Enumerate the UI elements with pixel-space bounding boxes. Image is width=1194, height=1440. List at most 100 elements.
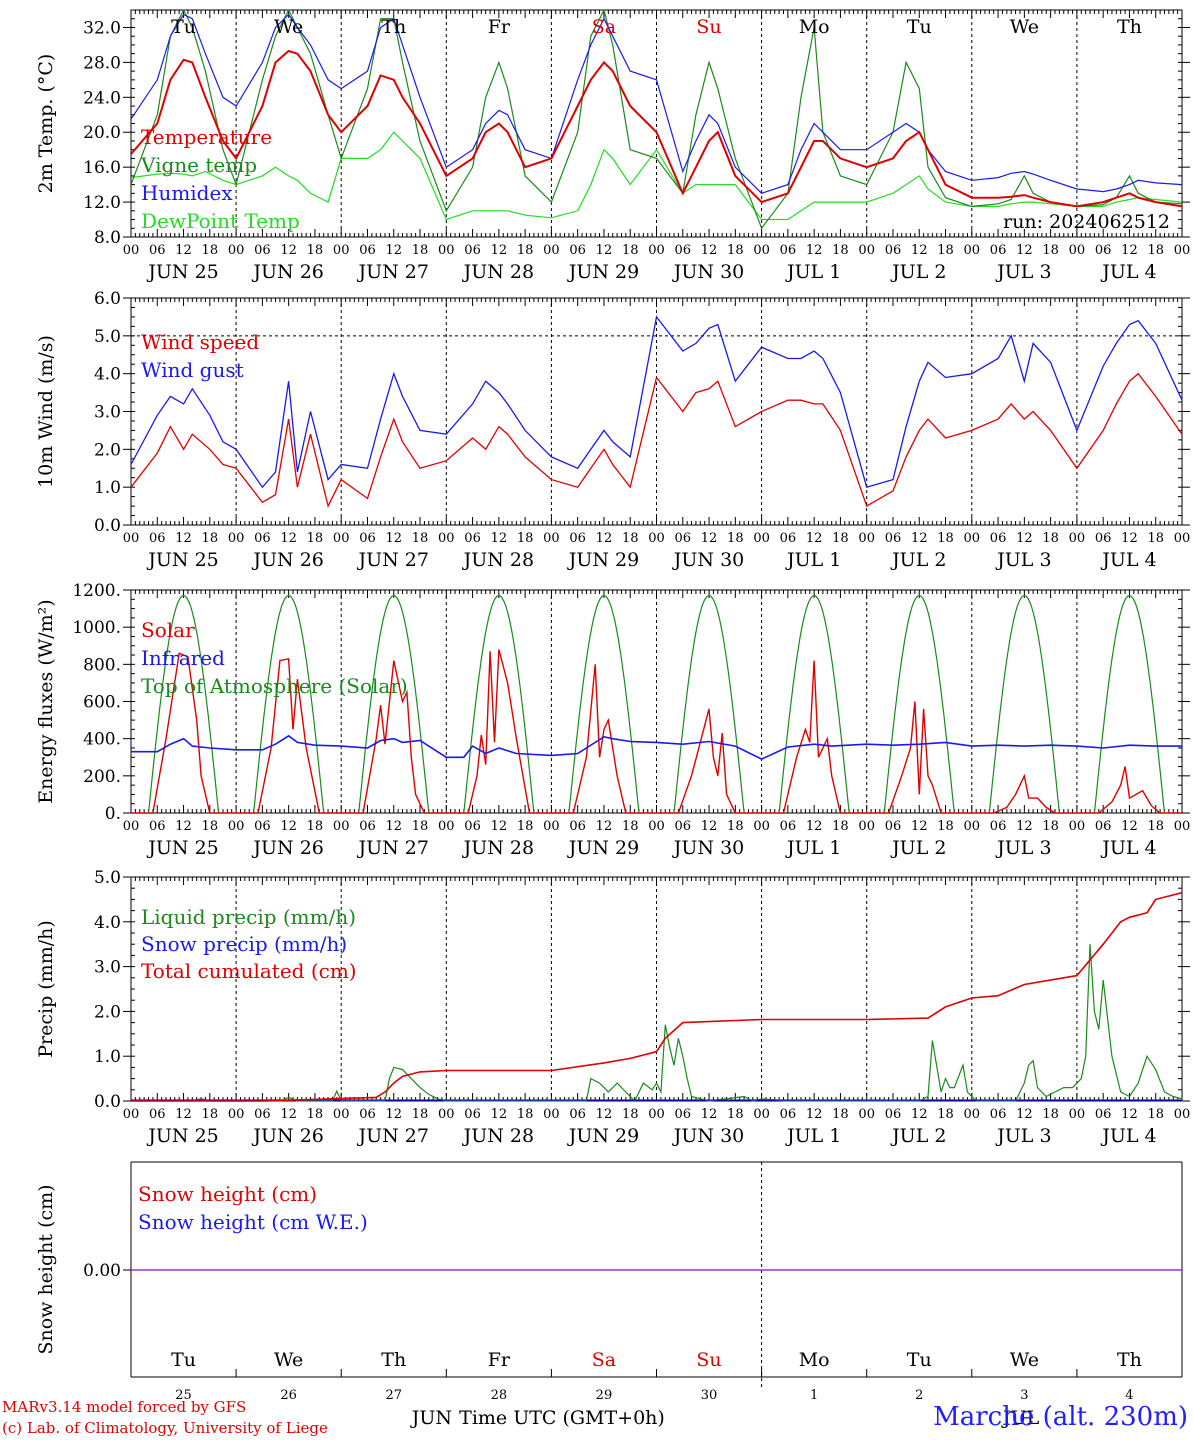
- date-label: JUL 2: [890, 261, 946, 283]
- hour-tick-label: 12: [806, 1107, 823, 1122]
- hour-tick-label: 06: [254, 243, 271, 258]
- hour-tick-label: 06: [149, 1107, 166, 1122]
- hour-tick-label: 00: [648, 819, 665, 834]
- date-label: JUL 3: [995, 1125, 1051, 1147]
- date-label: JUN 29: [567, 837, 639, 859]
- hour-tick-label: 06: [675, 243, 692, 258]
- date-label: JUN 27: [357, 837, 429, 859]
- y-tick-label: 1000.: [72, 618, 121, 638]
- date-label: JUN 27: [357, 549, 429, 571]
- y-tick-label: 400.: [83, 730, 121, 750]
- hour-tick-label: 12: [280, 819, 297, 834]
- hour-tick-label: 06: [569, 1107, 586, 1122]
- legend-solar: Solar: [141, 618, 195, 642]
- date-label: JUL 1: [785, 837, 841, 859]
- y-tick-label: 28.0: [83, 53, 121, 73]
- hour-tick-label: 06: [569, 819, 586, 834]
- hour-tick-label: 18: [307, 531, 324, 546]
- y-tick-label: 200.: [83, 767, 121, 787]
- date-label: JUN 28: [462, 1125, 534, 1147]
- y-tick-label: 24.0: [83, 88, 121, 108]
- weekday-label: Su: [696, 16, 721, 38]
- hour-tick-label: 18: [1042, 531, 1059, 546]
- series-temperature: [131, 49, 1182, 208]
- day-number-label: 1: [810, 1388, 818, 1403]
- hour-tick-label: 18: [727, 531, 744, 546]
- weekday-label: Tu: [907, 1349, 932, 1371]
- hour-tick-label: 06: [569, 243, 586, 258]
- hour-tick-label: 06: [990, 819, 1007, 834]
- weekday-label: Th: [381, 16, 406, 38]
- hour-tick-label: 18: [937, 531, 954, 546]
- hour-tick-label: 12: [701, 819, 718, 834]
- hour-tick-label: 12: [175, 1107, 192, 1122]
- hour-tick-label: 06: [464, 243, 481, 258]
- hour-tick-label: 00: [964, 243, 981, 258]
- weekday-label: Th: [381, 1349, 406, 1371]
- hour-tick-label: 00: [1174, 1107, 1191, 1122]
- y-tick-label: 12.0: [83, 193, 121, 213]
- y-tick-label: 600.: [83, 693, 121, 713]
- y-tick-label: 4.0: [94, 913, 121, 933]
- series-liquid-precip: [131, 944, 1183, 1103]
- day-number-label: 25: [175, 1388, 192, 1403]
- hour-tick-label: 12: [280, 243, 297, 258]
- legend-humidex: Humidex: [141, 181, 233, 205]
- hour-tick-label: 18: [202, 819, 219, 834]
- month-label-jul: JUL: [1001, 1407, 1040, 1429]
- hour-tick-label: 18: [1147, 531, 1164, 546]
- hour-tick-label: 06: [359, 243, 376, 258]
- date-label: JUN 26: [251, 261, 323, 283]
- hour-tick-label: 00: [964, 531, 981, 546]
- hour-tick-label: 12: [385, 819, 402, 834]
- hour-tick-label: 00: [753, 1107, 770, 1122]
- hour-tick-label: 06: [464, 531, 481, 546]
- hour-tick-label: 18: [937, 243, 954, 258]
- hour-tick-label: 12: [280, 531, 297, 546]
- hour-tick-label: 00: [438, 819, 455, 834]
- hour-tick-label: 18: [412, 243, 429, 258]
- y-tick-label: 6.0: [94, 289, 121, 309]
- hour-tick-label: 12: [911, 531, 928, 546]
- hour-tick-label: 18: [307, 243, 324, 258]
- weekday-label: Fr: [488, 1349, 511, 1371]
- hour-tick-label: 12: [491, 1107, 508, 1122]
- hour-tick-label: 00: [228, 243, 245, 258]
- legend-dewpoint-temp: DewPoint Temp: [141, 209, 300, 233]
- day-number-label: 28: [491, 1388, 508, 1403]
- y-axis-label: 2m Temp. (°C): [35, 54, 57, 194]
- y-tick-label: 1.0: [94, 1047, 121, 1067]
- series-wind-speed: [130, 372, 1183, 508]
- hour-tick-label: 00: [543, 1107, 560, 1122]
- legend-top-of-atmosphere-solar-: Top of Atmosphere (Solar): [141, 674, 408, 698]
- weekday-label: Mo: [799, 1349, 830, 1371]
- y-tick-label: 2.0: [94, 1002, 121, 1022]
- hour-tick-label: 06: [885, 819, 902, 834]
- hour-tick-label: 00: [123, 1107, 140, 1122]
- hour-tick-label: 06: [885, 1107, 902, 1122]
- hour-tick-label: 18: [412, 531, 429, 546]
- y-tick-label: 5.0: [94, 868, 121, 888]
- series-humidex: [131, 13, 1182, 194]
- date-label: JUL 4: [1100, 837, 1156, 859]
- hour-tick-label: 12: [385, 1107, 402, 1122]
- hour-tick-label: 00: [753, 243, 770, 258]
- hour-tick-label: 12: [701, 243, 718, 258]
- hour-tick-label: 12: [491, 531, 508, 546]
- date-label: JUN 30: [672, 549, 744, 571]
- hour-tick-label: 18: [727, 1107, 744, 1122]
- hour-tick-label: 06: [464, 819, 481, 834]
- series-vigne-temp: [131, 10, 1182, 230]
- hour-tick-label: 06: [675, 531, 692, 546]
- hour-tick-label: 06: [885, 531, 902, 546]
- hour-tick-label: 00: [1069, 531, 1086, 546]
- date-label: JUN 30: [672, 1125, 744, 1147]
- hour-tick-label: 12: [806, 819, 823, 834]
- hour-tick-label: 12: [1121, 819, 1138, 834]
- hour-tick-label: 00: [228, 819, 245, 834]
- hour-tick-label: 18: [202, 531, 219, 546]
- y-tick-label: 1200.: [72, 581, 121, 601]
- hour-tick-label: 18: [202, 1107, 219, 1122]
- hour-tick-label: 00: [648, 1107, 665, 1122]
- hour-tick-label: 12: [1121, 531, 1138, 546]
